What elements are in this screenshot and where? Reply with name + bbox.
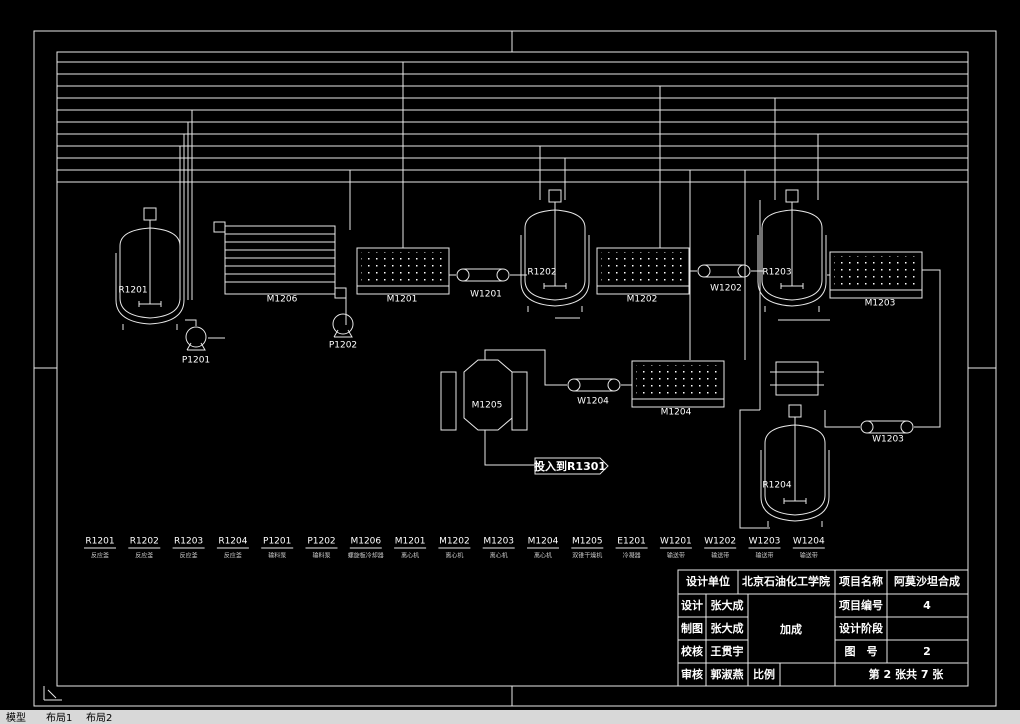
legend-desc: 输送带	[711, 552, 729, 560]
legend-code: R1203	[174, 537, 203, 547]
legend-code: W1202	[704, 537, 736, 547]
legend-desc: 反应釜	[135, 552, 153, 560]
cell: 郭淑燕	[711, 667, 744, 681]
label: P1201	[182, 356, 210, 366]
cell: 设计	[681, 598, 703, 612]
label: P1202	[329, 341, 357, 351]
cell: 项目名称	[839, 574, 883, 588]
cell: 审核	[681, 667, 703, 681]
cell: 张大成	[711, 598, 744, 612]
cell: 王贯宇	[711, 644, 744, 658]
frame	[33, 30, 997, 707]
ucs-icon	[43, 686, 62, 701]
cell: 第 2 张共 7 张	[869, 667, 945, 681]
legend-code: R1204	[218, 537, 247, 547]
legend-code: M1206	[350, 537, 381, 547]
legend-desc: 输料泵	[312, 552, 330, 560]
legend-desc: 反应釜	[180, 552, 198, 560]
cell: 设计阶段	[839, 621, 883, 635]
legend-desc: 输料泵	[268, 552, 286, 560]
legend-code: W1201	[660, 537, 692, 547]
equipment-labels: R1201 M1206 P1201 P1202 M1201 W1201 R120…	[118, 268, 903, 491]
label: R1202	[527, 268, 556, 278]
legend-code: M1205	[572, 537, 603, 547]
layout-tab[interactable]: 模型	[6, 711, 26, 724]
legend-code: W1203	[749, 537, 781, 547]
tabs: 模型 布局1 布局2	[6, 711, 112, 724]
label: W1202	[710, 284, 742, 294]
title-block: 设计单位 北京石油化工学院 项目名称 阿莫沙坦合成 设计 张大成 项目编号 4 …	[677, 569, 969, 687]
cell: 阿莫沙坦合成	[894, 574, 960, 588]
legend-code: W1204	[793, 537, 825, 547]
legend-code: P1202	[307, 537, 335, 547]
legend-code: M1202	[439, 537, 470, 547]
legend-desc: 输送带	[800, 552, 818, 560]
cell: 图 号	[845, 645, 878, 658]
legend-code: M1201	[395, 537, 426, 547]
legend-desc: 离心机	[445, 552, 463, 560]
tab-bar	[0, 710, 1020, 724]
legend-desc: 离心机	[534, 552, 552, 560]
legend-desc: 反应釜	[91, 552, 109, 560]
legend-code: M1204	[528, 537, 559, 547]
label: M1202	[627, 295, 658, 305]
label: W1201	[470, 290, 502, 300]
label: M1201	[387, 295, 418, 305]
layout-tab[interactable]: 布局1	[46, 712, 72, 724]
cell: 校核	[681, 644, 703, 658]
legend-code: P1201	[263, 537, 291, 547]
cell: 设计单位	[686, 574, 730, 588]
label: M1204	[661, 408, 692, 418]
legend-desc: 输送带	[667, 552, 685, 560]
label: R1201	[118, 286, 147, 296]
legend-desc: 反应釜	[224, 552, 242, 560]
label: 投入到R1301	[534, 459, 606, 473]
legend-desc: 离心机	[490, 552, 508, 560]
label: R1203	[762, 268, 791, 278]
cell: 2	[923, 645, 931, 658]
label: W1204	[577, 397, 609, 407]
label: M1206	[267, 295, 298, 305]
equipment	[115, 189, 941, 529]
legend-code: M1203	[483, 537, 514, 547]
cell: 项目编号	[839, 598, 883, 612]
legend-desc: 输送带	[755, 552, 773, 560]
cell: 比例	[753, 667, 775, 681]
legend-code: R1201	[85, 537, 114, 547]
legend-desc: 双锥干燥机	[572, 552, 602, 560]
legend: R1201 反应釜 R1202 反应釜 R1203 反应釜 R1204 反应釜 P1201 输料泵…	[84, 537, 825, 560]
label: W1203	[872, 435, 904, 445]
cell: 张大成	[711, 621, 744, 635]
layout-tab[interactable]: 布局2	[86, 712, 112, 724]
legend-desc: 离心机	[401, 552, 419, 560]
label: M1205	[472, 401, 503, 411]
legend-desc: 螺旋板冷却器	[348, 552, 384, 560]
legend-code: E1201	[617, 537, 646, 547]
cell: 制图	[681, 621, 703, 635]
legend-code: R1202	[130, 537, 159, 547]
label: M1203	[865, 299, 896, 309]
legend-desc: 冷凝器	[623, 552, 641, 560]
cell: 4	[923, 599, 931, 612]
label: R1204	[762, 481, 791, 491]
cell: 加成	[779, 622, 802, 636]
cell: 北京石油化工学院	[742, 574, 830, 588]
